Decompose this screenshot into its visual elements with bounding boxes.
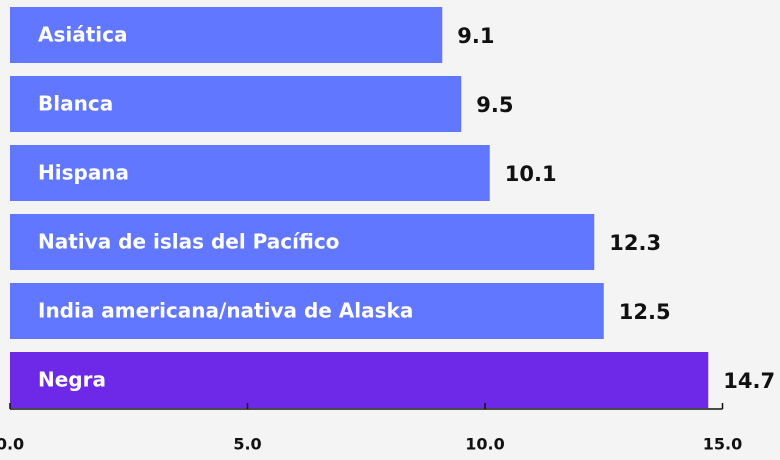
bar-label: Nativa de islas del Pacífico: [38, 230, 339, 254]
x-tick-label: 5.0: [233, 435, 261, 454]
value-label: 12.5: [619, 300, 671, 324]
bar-label: Hispana: [38, 161, 129, 185]
bar: [10, 214, 595, 270]
bar: [10, 145, 490, 201]
bar-label: India americana/nativa de Alaska: [38, 299, 413, 323]
bar: [10, 352, 709, 408]
value-label: 14.7: [723, 369, 775, 393]
bar: [10, 283, 604, 339]
bar-label: Blanca: [38, 92, 113, 116]
x-tick-label: 15.0: [703, 435, 742, 454]
x-tick-label: 0.0: [0, 435, 24, 454]
value-label: 10.1: [505, 162, 557, 186]
value-label: 12.3: [609, 231, 661, 255]
bar: [10, 7, 443, 63]
bar-label: Asiática: [38, 23, 128, 47]
bar: [10, 76, 462, 132]
value-label: 9.5: [476, 93, 513, 117]
x-tick-label: 10.0: [465, 435, 504, 454]
value-label: 9.1: [457, 24, 494, 48]
bar-label: Negra: [38, 368, 106, 392]
